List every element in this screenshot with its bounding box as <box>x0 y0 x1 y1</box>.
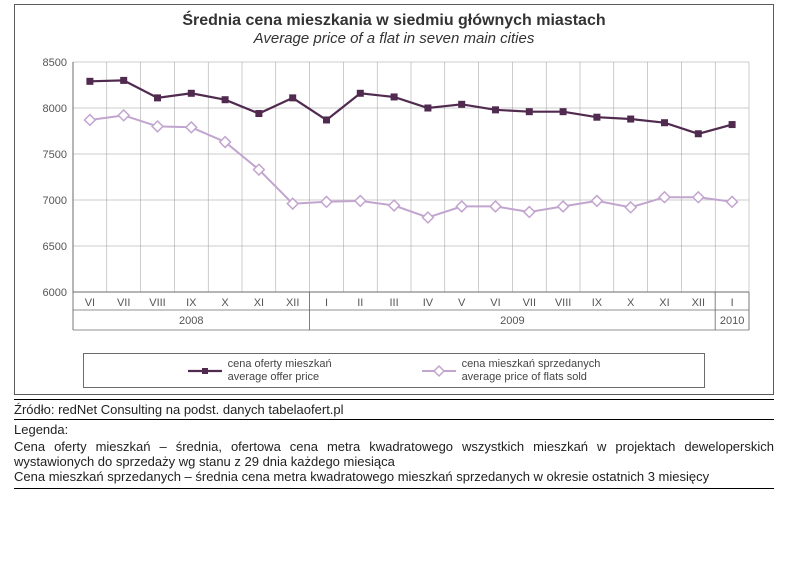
svg-text:2010: 2010 <box>720 315 744 327</box>
source-text: Źródło: redNet Consulting na podst. dany… <box>14 402 344 417</box>
svg-text:8000: 8000 <box>43 103 67 115</box>
figure-container: Średnia cena mieszkania w siedmiu główny… <box>0 4 788 565</box>
svg-text:7000: 7000 <box>43 195 67 207</box>
legend-swatch-offer <box>188 364 222 378</box>
svg-text:IV: IV <box>423 297 434 309</box>
svg-text:I: I <box>731 297 734 309</box>
legend-swatch-sold <box>422 364 456 378</box>
svg-text:2009: 2009 <box>500 315 524 327</box>
svg-text:XII: XII <box>286 297 299 309</box>
svg-text:8500: 8500 <box>43 57 67 69</box>
svg-text:X: X <box>627 297 635 309</box>
svg-text:XI: XI <box>254 297 264 309</box>
chart-legend: cena oferty mieszkań average offer price… <box>83 353 705 388</box>
svg-text:6500: 6500 <box>43 241 67 253</box>
line-chart: 600065007000750080008500VIVIIVIIIIXXXIXI… <box>23 52 759 342</box>
svg-text:VIII: VIII <box>149 297 166 309</box>
svg-text:VIII: VIII <box>555 297 572 309</box>
chart-frame: Średnia cena mieszkania w siedmiu główny… <box>14 4 774 395</box>
svg-text:XII: XII <box>692 297 705 309</box>
legend-desc-2: Cena mieszkań sprzedanych – średnia cena… <box>14 469 774 484</box>
legend-sold-pl: cena mieszkań sprzedanych <box>462 358 601 370</box>
svg-text:2008: 2008 <box>179 315 203 327</box>
legend-desc-1: Cena oferty mieszkań – średnia, ofertowa… <box>14 439 774 469</box>
svg-text:VII: VII <box>523 297 536 309</box>
legend-offer-pl: cena oferty mieszkań <box>228 358 332 370</box>
svg-text:IX: IX <box>592 297 603 309</box>
svg-text:I: I <box>325 297 328 309</box>
svg-text:IX: IX <box>186 297 197 309</box>
svg-text:V: V <box>458 297 466 309</box>
legend-item-sold: cena mieszkań sprzedanych average price … <box>422 358 601 383</box>
chart-title-sub: Average price of a flat in seven main ci… <box>23 30 765 48</box>
svg-text:6000: 6000 <box>43 287 67 299</box>
legend-description: Legenda: Cena oferty mieszkań – średnia,… <box>14 420 774 489</box>
svg-text:II: II <box>357 297 363 309</box>
svg-text:7500: 7500 <box>43 149 67 161</box>
svg-text:X: X <box>221 297 229 309</box>
svg-text:VI: VI <box>490 297 500 309</box>
svg-text:XI: XI <box>659 297 669 309</box>
source-caption: Źródło: redNet Consulting na podst. dany… <box>14 399 774 420</box>
legend-header: Legenda: <box>14 422 774 437</box>
chart-title-main: Średnia cena mieszkania w siedmiu główny… <box>23 11 765 30</box>
legend-offer-en: average offer price <box>228 371 320 383</box>
svg-text:VII: VII <box>117 297 130 309</box>
legend-text-offer: cena oferty mieszkań average offer price <box>228 358 332 383</box>
legend-item-offer: cena oferty mieszkań average offer price <box>188 358 332 383</box>
svg-text:III: III <box>390 297 399 309</box>
svg-text:VI: VI <box>85 297 95 309</box>
legend-sold-en: average price of flats sold <box>462 371 587 383</box>
legend-text-sold: cena mieszkań sprzedanych average price … <box>462 358 601 383</box>
